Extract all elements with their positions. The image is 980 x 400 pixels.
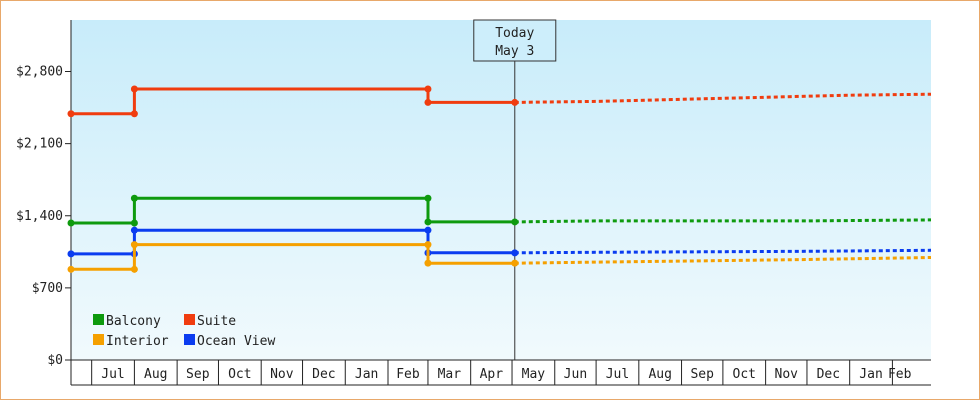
data-point-interior xyxy=(130,241,138,249)
today-label: Today xyxy=(495,26,534,41)
data-point-interior xyxy=(424,241,432,249)
x-tick-label: Jan xyxy=(355,367,378,382)
series-line-interior xyxy=(71,243,515,271)
y-tick-label: $2,800 xyxy=(16,65,63,80)
y-tick-label: $2,100 xyxy=(16,137,63,152)
legend: Balcony Suite Interior Ocean View xyxy=(93,314,275,349)
today-marker: Today May 3 xyxy=(473,19,557,360)
x-tick-label: Feb xyxy=(396,367,420,382)
data-point-balcony xyxy=(130,219,138,227)
x-tick-label: Aug xyxy=(648,367,671,382)
today-box xyxy=(473,19,557,62)
x-tick-label: Oct xyxy=(733,367,756,382)
data-point-balcony xyxy=(130,194,138,202)
data-point-balcony xyxy=(511,218,519,226)
data-point-interior xyxy=(67,265,75,273)
y-tick-label: $1,400 xyxy=(16,209,63,224)
legend-swatch-suite xyxy=(184,314,195,325)
legend-swatch-ocean-view xyxy=(184,334,195,345)
y-axis-ticks: $0 $700 $1,400 $2,100 $2,800 xyxy=(16,20,72,368)
data-point-ocean-view xyxy=(511,249,519,257)
data-point-suite xyxy=(67,110,75,118)
legend-swatch-interior xyxy=(93,334,104,345)
x-tick-label: Dec xyxy=(312,367,335,382)
series-lines xyxy=(67,85,932,273)
data-point-interior xyxy=(511,259,519,267)
data-point-suite xyxy=(424,85,432,93)
data-point-interior xyxy=(130,265,138,273)
legend-label-interior: Interior xyxy=(106,334,169,349)
data-point-balcony xyxy=(424,218,432,226)
x-tick-label: Nov xyxy=(270,367,294,382)
legend-label-balcony: Balcony xyxy=(106,314,161,329)
x-tick-label: Jan xyxy=(859,367,882,382)
x-tick-label: Dec xyxy=(817,367,840,382)
data-point-ocean-view xyxy=(424,226,432,234)
x-tick-label: May xyxy=(522,367,546,382)
x-tick-label: Mar xyxy=(438,367,462,382)
series-line-balcony xyxy=(71,196,515,225)
x-tick-label: Sep xyxy=(690,367,714,382)
x-tick-label: Apr xyxy=(480,367,504,382)
x-tick-label: Nov xyxy=(775,367,799,382)
data-point-suite xyxy=(130,85,138,93)
data-point-interior xyxy=(424,259,432,267)
x-tick-label: Aug xyxy=(144,367,167,382)
data-point-suite xyxy=(511,98,519,106)
x-axis: Jul Aug Sep Oct Nov Dec Jan Feb Mar Apr May Jun Jul A… xyxy=(70,359,931,386)
series-line-suite xyxy=(71,87,515,116)
data-point-ocean-view xyxy=(130,226,138,234)
x-tick-label: Jun xyxy=(564,367,587,382)
x-tick-label: Jul xyxy=(606,367,629,382)
series-line-ocean-view xyxy=(71,228,515,256)
legend-label-suite: Suite xyxy=(197,314,236,329)
today-date: May 3 xyxy=(495,44,534,59)
x-tick-label: Jul xyxy=(101,367,124,382)
y-tick-label: $0 xyxy=(47,353,63,368)
data-point-balcony xyxy=(424,194,432,202)
legend-label-ocean-view: Ocean View xyxy=(197,334,275,349)
data-point-suite xyxy=(130,110,138,118)
data-point-suite xyxy=(424,98,432,106)
plot-background xyxy=(71,20,931,360)
data-point-ocean-view xyxy=(67,250,75,258)
y-tick-label: $700 xyxy=(32,281,63,296)
legend-swatch-balcony xyxy=(93,314,104,325)
x-tick-label: Feb xyxy=(888,367,912,382)
x-tick-label: Sep xyxy=(186,367,210,382)
data-point-balcony xyxy=(67,219,75,227)
x-tick-label: Oct xyxy=(228,367,251,382)
